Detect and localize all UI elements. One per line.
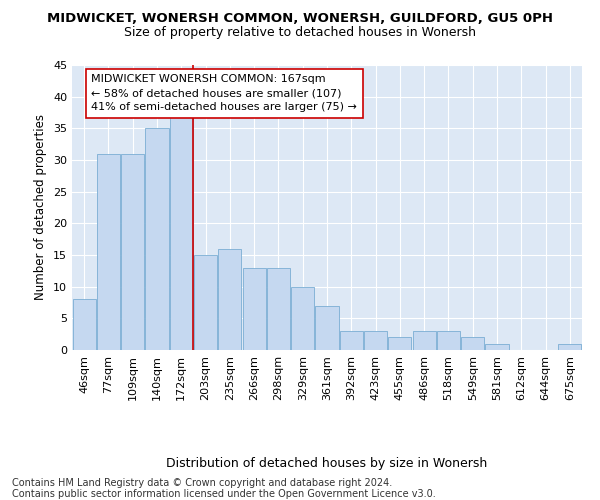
Bar [291,286,314,350]
Bar [437,331,460,350]
Bar [413,331,436,350]
Text: Size of property relative to detached houses in Wonersh: Size of property relative to detached ho… [124,26,476,39]
Bar [97,154,120,350]
Bar [267,268,290,350]
Bar [145,128,169,350]
Bar [194,255,217,350]
Bar [388,338,412,350]
Y-axis label: Number of detached properties: Number of detached properties [34,114,47,300]
Bar [340,331,363,350]
Bar [73,300,95,350]
Text: MIDWICKET WONERSH COMMON: 167sqm
← 58% of detached houses are smaller (107)
41% : MIDWICKET WONERSH COMMON: 167sqm ← 58% o… [91,74,358,112]
Text: MIDWICKET, WONERSH COMMON, WONERSH, GUILDFORD, GU5 0PH: MIDWICKET, WONERSH COMMON, WONERSH, GUIL… [47,12,553,26]
Bar [121,154,144,350]
Bar [242,268,266,350]
Bar [461,338,484,350]
Bar [559,344,581,350]
Text: Distribution of detached houses by size in Wonersh: Distribution of detached houses by size … [166,458,488,470]
Bar [170,116,193,350]
Bar [316,306,338,350]
Bar [485,344,509,350]
Text: Contains HM Land Registry data © Crown copyright and database right 2024.
Contai: Contains HM Land Registry data © Crown c… [12,478,436,499]
Bar [218,248,241,350]
Bar [364,331,387,350]
